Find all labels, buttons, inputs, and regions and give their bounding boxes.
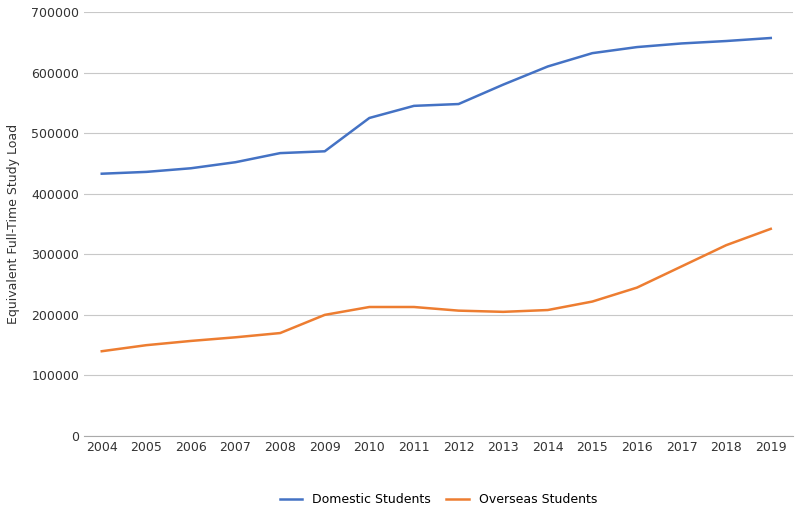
Overseas Students (365, 304, 374, 310)
Overseas Students (186, 338, 196, 344)
Line: Overseas Students: Overseas Students (102, 229, 770, 351)
Overseas Students (766, 226, 775, 232)
Domestic Students (97, 171, 106, 177)
Domestic Students (320, 148, 330, 154)
Overseas Students (142, 342, 151, 348)
Domestic Students (498, 82, 508, 88)
Domestic Students (587, 50, 597, 56)
Domestic Students (275, 150, 285, 156)
Overseas Students (275, 330, 285, 336)
Overseas Students (498, 309, 508, 315)
Overseas Students (230, 334, 240, 340)
Domestic Students (454, 101, 463, 107)
Overseas Students (677, 263, 686, 269)
Overseas Students (454, 308, 463, 314)
Domestic Students (142, 169, 151, 175)
Overseas Students (632, 285, 642, 291)
Domestic Students (543, 64, 553, 70)
Line: Domestic Students: Domestic Students (102, 38, 770, 174)
Overseas Students (722, 242, 731, 248)
Domestic Students (632, 44, 642, 50)
Overseas Students (97, 348, 106, 354)
Y-axis label: Equivalent Full-Time Study Load: Equivalent Full-Time Study Load (7, 124, 20, 324)
Domestic Students (677, 41, 686, 47)
Overseas Students (587, 299, 597, 305)
Overseas Students (543, 307, 553, 313)
Domestic Students (230, 159, 240, 165)
Domestic Students (365, 115, 374, 121)
Legend: Domestic Students, Overseas Students: Domestic Students, Overseas Students (280, 493, 597, 506)
Overseas Students (409, 304, 418, 310)
Domestic Students (766, 35, 775, 41)
Domestic Students (722, 38, 731, 44)
Overseas Students (320, 312, 330, 318)
Domestic Students (186, 165, 196, 171)
Domestic Students (409, 103, 418, 109)
